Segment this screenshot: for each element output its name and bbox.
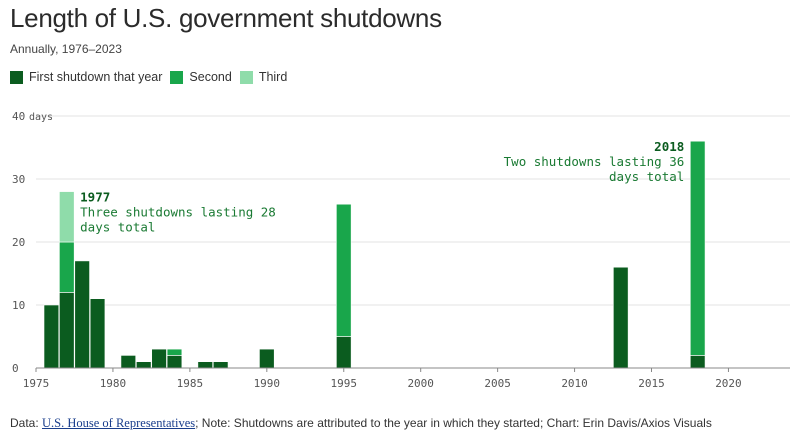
- bar-1976-first-shutdown-that-year: [43, 304, 60, 369]
- bar-2013-first-shutdown-that-year: [613, 266, 629, 369]
- bar-1977-third: [59, 191, 75, 243]
- bar-1984-first-shutdown-that-year: [166, 355, 183, 369]
- legend-label-first: First shutdown that year: [29, 70, 163, 84]
- y-tick-label-10: 10: [12, 299, 25, 312]
- bar-1977-second: [59, 241, 75, 293]
- y-unit-label: days: [29, 112, 53, 123]
- legend-swatch-third: [239, 70, 253, 84]
- y-tick-label-30: 30: [12, 173, 25, 186]
- annotation-1977-line-2: days total: [80, 220, 155, 235]
- annotation-2018-line-0: 2018: [654, 139, 684, 154]
- bar-1995-second: [336, 203, 352, 337]
- legend-swatch-first: [10, 70, 23, 84]
- x-tick-label-1990: 1990: [254, 377, 281, 390]
- x-tick-label-2020: 2020: [715, 377, 742, 390]
- annotation-1977-line-0: 1977: [80, 190, 110, 205]
- bar-2018-second: [689, 140, 706, 356]
- bar-chart: 0 10 20 30 40 days 1975 1980 1985 1990 1995 2000 200…: [12, 110, 790, 390]
- legend: First shutdown that year Second Third: [10, 70, 295, 84]
- legend-item-third: Third: [239, 70, 288, 84]
- legend-label-second: Second: [189, 70, 232, 84]
- x-tick-label-1975: 1975: [23, 377, 50, 390]
- chart-area: 0 10 20 30 40 days 1975 1980 1985 1990 1995 2000 200…: [0, 100, 797, 400]
- x-tick-label-1980: 1980: [100, 377, 127, 390]
- chart-subtitle: Annually, 1976–2023: [10, 42, 122, 56]
- x-tick-label-2000: 2000: [407, 377, 434, 390]
- bar-2018-first-shutdown-that-year: [689, 355, 706, 369]
- legend-swatch-second: [170, 70, 184, 84]
- bar-1982-first-shutdown-that-year: [136, 361, 152, 369]
- bar-1990-first-shutdown-that-year: [259, 348, 275, 369]
- y-tick-label-20: 20: [12, 236, 25, 249]
- annotation-2018-line-1: Two shutdowns lasting 36: [504, 154, 685, 169]
- footer-suffix: ; Note: Shutdowns are attributed to the …: [195, 416, 712, 430]
- y-tick-label-0: 0: [12, 362, 19, 375]
- bar-1987-first-shutdown-that-year: [212, 361, 229, 369]
- bar-1995-first-shutdown-that-year: [336, 336, 352, 369]
- source-link[interactable]: U.S. House of Representatives: [42, 416, 196, 430]
- annotation-1977-line-1: Three shutdowns lasting 28: [80, 205, 276, 220]
- bar-1977-first-shutdown-that-year: [59, 292, 75, 369]
- x-tick-label-2010: 2010: [561, 377, 588, 390]
- footer: Data: U.S. House of Representatives; Not…: [10, 416, 712, 431]
- legend-item-second: Second: [170, 70, 232, 84]
- bar-1986-first-shutdown-that-year: [197, 361, 213, 369]
- legend-item-first: First shutdown that year: [10, 70, 162, 84]
- bar-1981-first-shutdown-that-year: [120, 355, 137, 369]
- chart-title: Length of U.S. government shutdowns: [10, 3, 442, 33]
- y-tick-label-40: 40: [12, 110, 25, 123]
- legend-label-third: Third: [258, 70, 288, 84]
- bar-1984-second: [166, 348, 183, 356]
- footer-prefix: Data:: [10, 416, 43, 430]
- x-tick-label-2015: 2015: [638, 377, 665, 390]
- bar-1978-first-shutdown-that-year: [74, 260, 90, 369]
- x-tick-label-1995: 1995: [331, 377, 358, 390]
- x-tick-label-1985: 1985: [177, 377, 204, 390]
- bar-1983-first-shutdown-that-year: [151, 348, 167, 369]
- annotation-2018-line-2: days total: [609, 169, 684, 184]
- bar-1979-first-shutdown-that-year: [89, 298, 106, 369]
- x-tick-label-2005: 2005: [484, 377, 511, 390]
